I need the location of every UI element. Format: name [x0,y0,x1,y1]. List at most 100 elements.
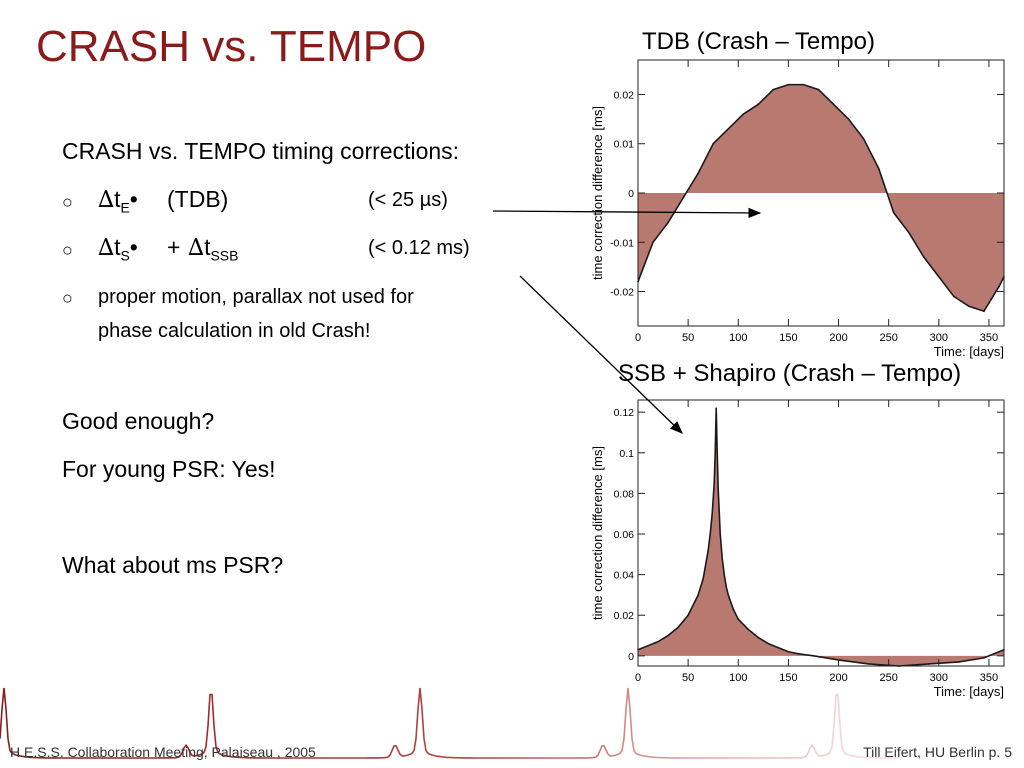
t-letter: t [204,234,211,260]
footer-left: H.E.S.S. Collaboration Meeting, Palaisea… [10,744,316,760]
data-point [652,241,654,244]
data-point [787,83,790,86]
y-tick-label: 0 [628,651,634,663]
data-point [667,221,669,224]
data-point [983,310,985,313]
bullets-heading: CRASH vs. TEMPO timing corrections: [62,138,460,164]
series-area-0 [638,84,1004,312]
x-tick-label: 100 [729,332,747,344]
data-point [777,646,780,649]
x-tick-label: 0 [635,332,641,344]
data-point [867,663,870,665]
bullet-marker: ○ [62,192,73,212]
x-tick-label: 350 [980,672,998,684]
x-tick-label: 150 [779,332,797,344]
dot-symbol: • [129,186,138,212]
data-point [892,211,895,214]
x-tick-label: 100 [729,672,747,684]
delta-t-e: ∆tE• [98,186,138,216]
data-point [797,653,800,655]
data-point [877,167,880,170]
x-tick-label: 300 [930,332,948,344]
chart-title-tdb: TDB (Crash – Tempo) [642,28,875,55]
x-tick-label: 0 [635,672,641,684]
data-point [713,482,716,485]
footer-right: Till Eifert, HU Berlin p. 5 [863,744,1012,760]
data-point [968,305,970,308]
data-point [998,650,1000,653]
data-point [647,644,649,647]
data-point [677,626,679,629]
chart-ssb-shapiro: 0 50 100 150 200 250 300 350 0.12 0.1 0.08 0.06 0.04… [590,399,1005,699]
chart-title-ssb: SSB + Shapiro (Crash – Tempo) [618,360,962,387]
y-tick-label: 0.12 [614,407,635,419]
data-point [747,628,750,631]
data-point [727,594,730,596]
data-point [927,663,930,665]
data-point [716,451,719,454]
y-tick-label: 0.02 [614,89,635,101]
y-axis-label: time correction difference [ms] [590,106,605,280]
data-point [712,142,715,145]
data-point [717,488,720,491]
y-tick-label: 0.08 [614,488,635,500]
data-point [958,661,960,663]
x-tick-label: 350 [980,332,998,344]
series-line-0 [637,83,1005,313]
delta-symbol: ∆ [98,235,115,261]
y-tick-label: 0.06 [614,529,635,541]
dot-symbol: • [129,234,138,260]
subscript-s: S [120,247,130,264]
y-tick-label: -0.02 [610,287,634,299]
y-tick-label: -0.01 [610,237,634,249]
data-point [832,103,835,106]
data-point [767,642,770,645]
data-point [812,655,815,657]
y-tick-label: 0.1 [619,448,634,460]
proper-motion-line2: phase calculation in old Crash! [98,320,371,342]
tdb-bound: (< 25 µs) [368,189,448,211]
x-tick-label: 150 [779,672,797,684]
data-point [938,275,940,278]
data-point [922,256,925,258]
data-point [657,640,659,643]
data-point [802,83,805,86]
y-tick-label: 0.04 [614,570,635,582]
data-point [953,295,955,298]
data-point [721,557,724,560]
data-point [687,614,689,617]
data-point [707,549,709,552]
data-point [719,533,722,535]
chart-tdb: 0 50 100 150 200 250 300 350 0.02 0.01 0 -0.01 -0.02… [590,59,1005,359]
data-point [714,451,717,454]
t-letter: t [114,186,121,212]
pulse-strip-decoration [0,687,900,759]
delta-t-s: ∆tS• [98,234,138,264]
x-tick-label: 300 [930,672,948,684]
pulse-profile-line [0,687,900,759]
t-letter: t [114,234,121,260]
data-point [667,634,669,637]
tdb-label: (TDB) [167,186,229,212]
data-point [757,636,760,639]
delta-symbol: ∆ [98,187,115,213]
proper-motion-line1: proper motion, parallax not used for [98,286,414,308]
data-point [787,650,790,653]
data-point [711,512,714,515]
x-tick-label: 250 [880,332,898,344]
data-point [727,128,730,130]
ssb-bound: (< 0.12 ms) [368,237,470,259]
x-tick-label: 50 [682,672,694,684]
data-point [737,618,740,621]
data-point [742,113,745,115]
plot-frame [637,399,1005,667]
subscript-ssb: SSB [210,247,239,264]
data-point [682,197,684,199]
x-axis-label: Time: [days] [934,344,1004,359]
data-point [847,118,850,120]
bullet-marker: ○ [62,240,73,260]
y-tick-label: 0 [628,188,634,200]
data-point [697,594,699,596]
data-point [757,103,760,106]
y-tick-label: 0.01 [614,139,635,151]
